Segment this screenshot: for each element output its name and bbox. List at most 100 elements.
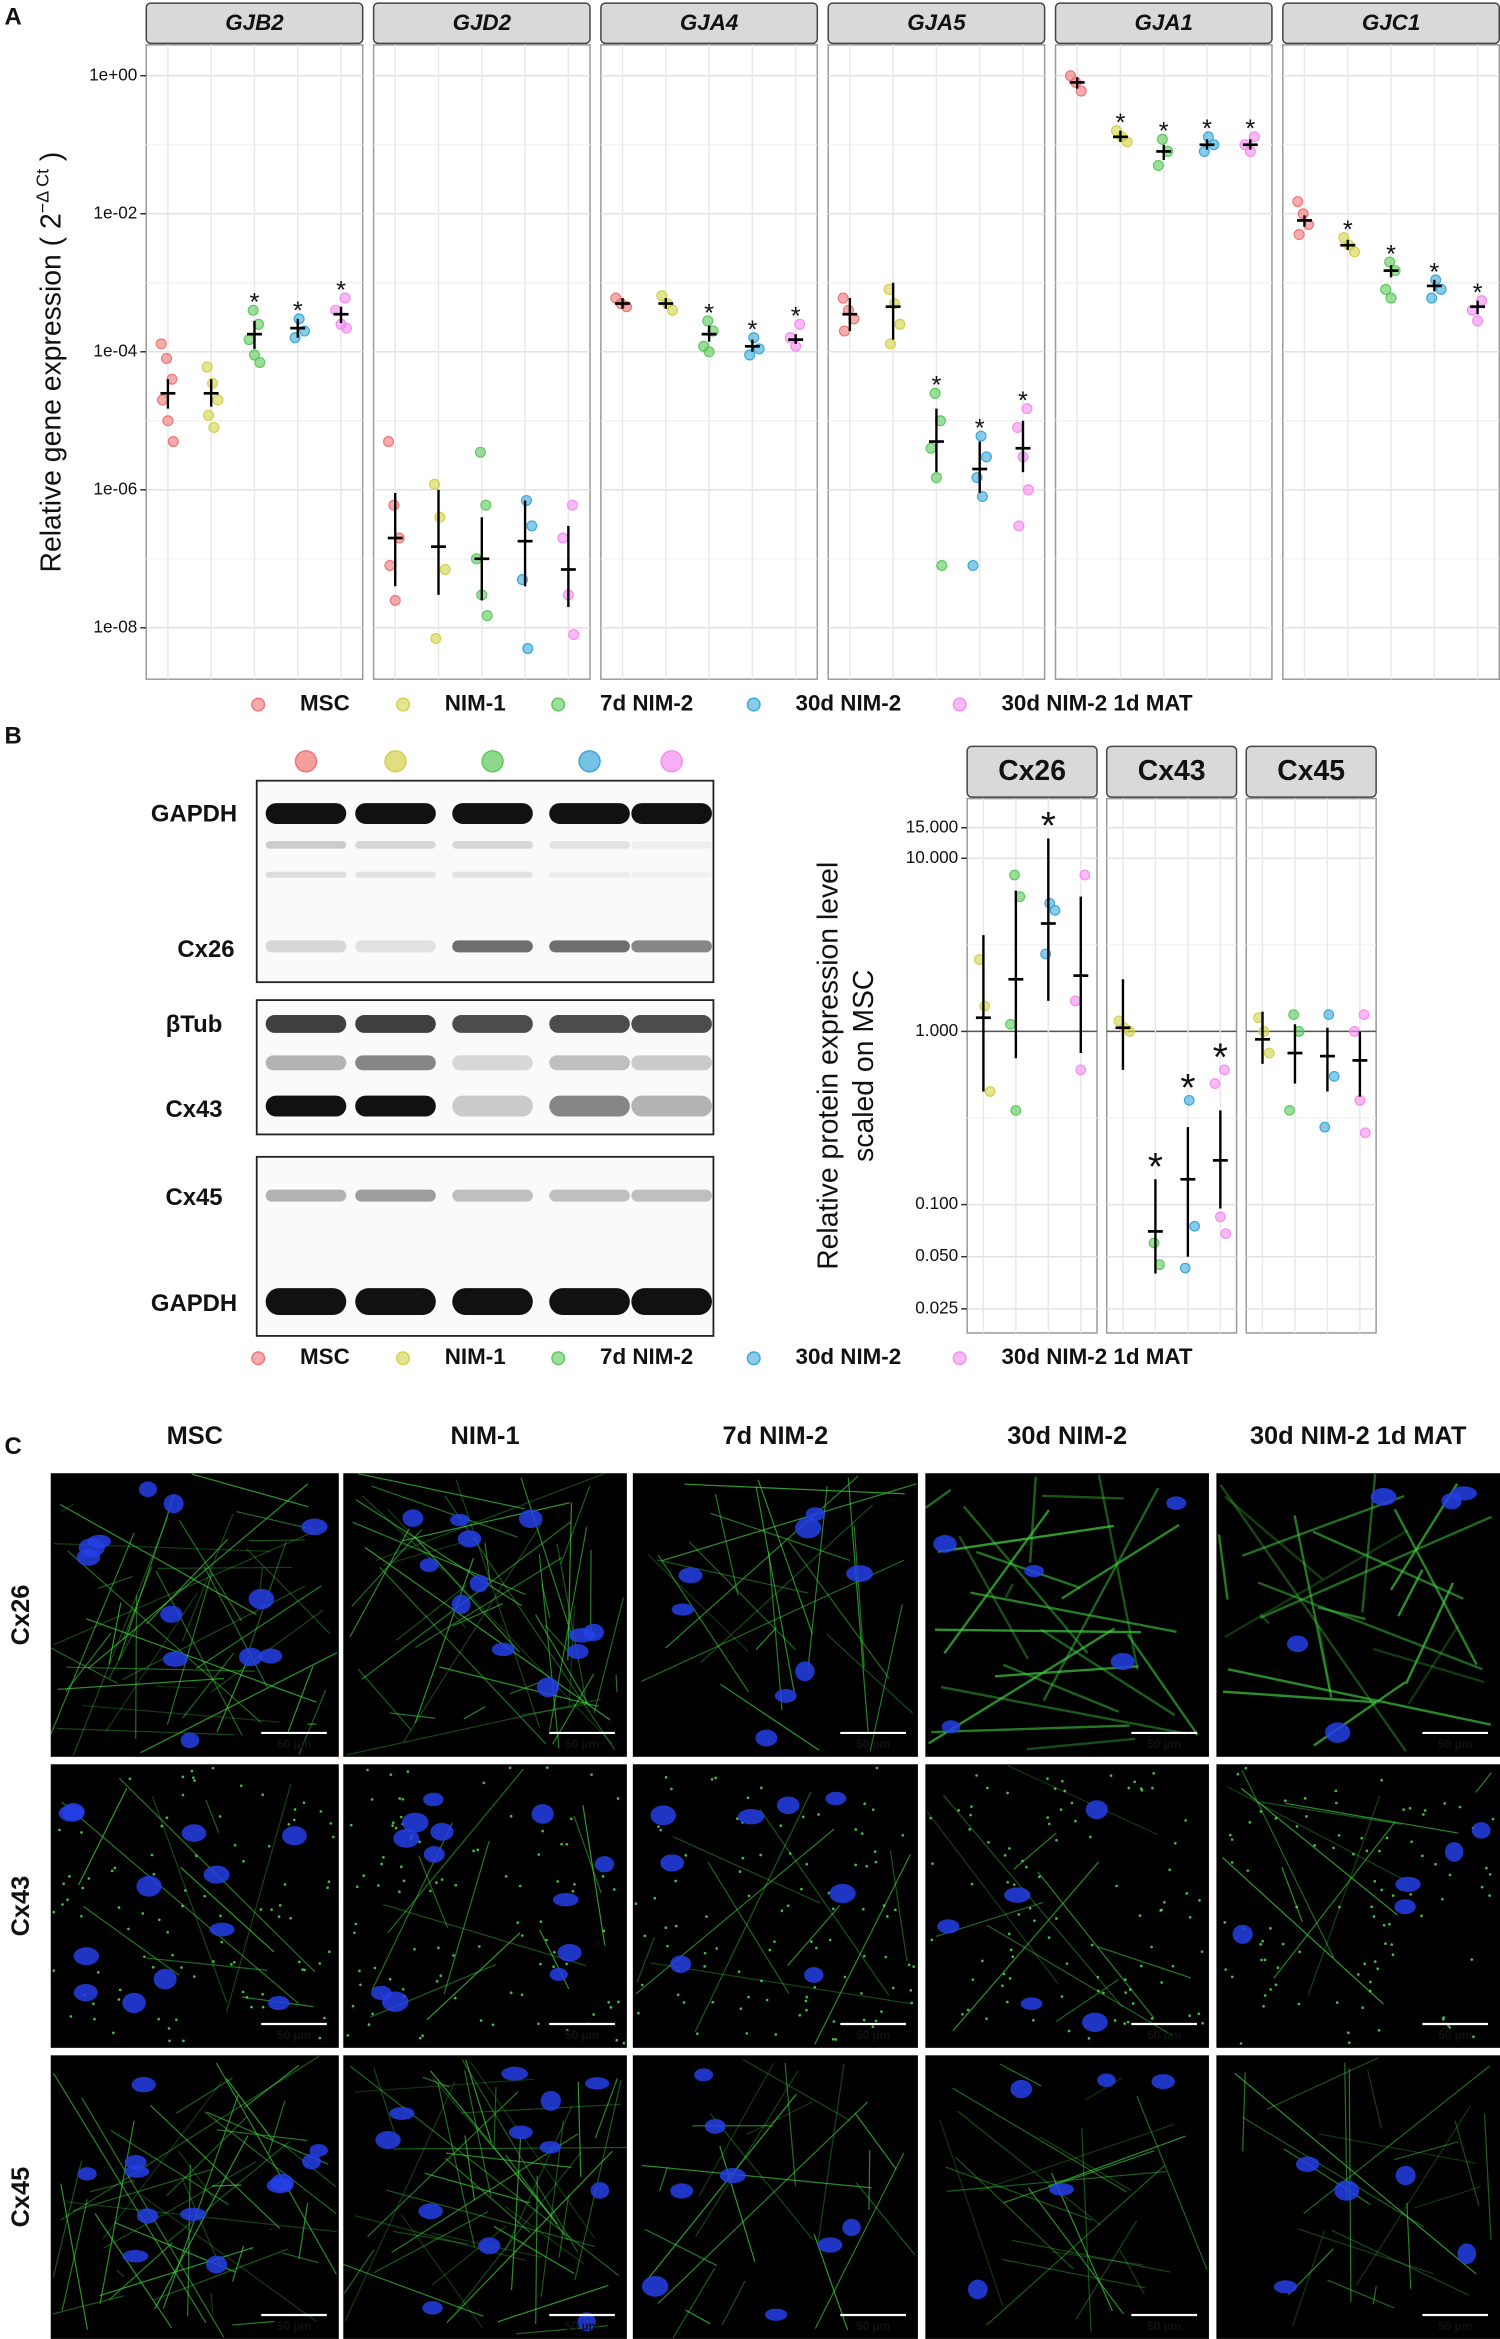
puncta	[479, 2019, 483, 2022]
significance: *	[1245, 115, 1255, 143]
fiber	[1454, 2120, 1480, 2206]
data-point	[1348, 246, 1361, 258]
legend-label: NIM-1	[445, 690, 506, 715]
data-point	[837, 292, 849, 304]
y-axis-label: scaled on MSC	[848, 970, 880, 1162]
nucleus	[375, 2131, 401, 2150]
blot-band	[355, 1095, 436, 1117]
significance: *	[1180, 1067, 1195, 1110]
fiber	[657, 2101, 869, 2304]
significance: *	[1473, 279, 1483, 307]
fiber	[1259, 1801, 1402, 1825]
puncta	[180, 1966, 183, 1969]
puncta	[1007, 1932, 1011, 1936]
fiber	[945, 2166, 1093, 2221]
nucleus	[402, 1509, 424, 1527]
lane-marker	[481, 750, 504, 773]
data-point	[1292, 196, 1304, 208]
fiber	[1042, 1487, 1160, 1702]
puncta	[1087, 2037, 1091, 2040]
nucleus	[122, 2249, 149, 2263]
puncta	[242, 1859, 245, 1863]
fiber	[574, 2079, 622, 2281]
fiber	[854, 2112, 897, 2170]
fiber	[431, 2225, 507, 2286]
nucleus	[180, 2207, 206, 2221]
puncta	[1274, 1983, 1278, 1987]
puncta	[901, 1833, 905, 1837]
blot-band	[265, 1189, 347, 1202]
blot-band	[549, 1095, 630, 1117]
facet-title: Cx45	[1277, 755, 1345, 787]
fiber	[647, 1554, 749, 1652]
y-tick-label: 0.100	[915, 1193, 958, 1213]
data-point	[1049, 905, 1061, 916]
fiber	[939, 2119, 1004, 2307]
puncta	[183, 1889, 187, 1892]
data-point	[1338, 232, 1350, 244]
puncta	[860, 1832, 864, 1835]
puncta	[765, 1998, 769, 2002]
fiber	[65, 1632, 112, 1692]
nucleus	[430, 1822, 454, 1841]
nucleus	[842, 2218, 861, 2237]
puncta	[1409, 1892, 1413, 1896]
data-point	[248, 349, 260, 361]
puncta	[1488, 1894, 1491, 1897]
fiber	[757, 1479, 814, 1635]
puncta	[640, 1983, 644, 1987]
fiber	[373, 2211, 489, 2274]
data-point	[434, 511, 446, 523]
micrograph: 50 µm	[1216, 1764, 1500, 2048]
blot-band	[355, 1189, 436, 1202]
puncta	[382, 1856, 385, 1859]
fiber	[521, 1703, 589, 1716]
legend-label: 7d NIM-2	[600, 690, 693, 715]
nucleus	[381, 1991, 409, 2012]
nucleus	[309, 2144, 328, 2157]
puncta	[482, 1781, 486, 1785]
puncta	[66, 1898, 69, 1902]
fiber	[99, 2120, 135, 2304]
fiber	[53, 1527, 324, 1646]
puncta	[1230, 1975, 1234, 1979]
fiber	[175, 2077, 233, 2114]
puncta	[418, 2036, 422, 2040]
puncta	[788, 1852, 792, 1855]
puncta	[617, 2000, 620, 2004]
puncta	[810, 1940, 813, 1943]
puncta	[52, 1969, 56, 1972]
puncta	[714, 1776, 718, 1780]
puncta	[160, 1824, 164, 1828]
nucleus	[519, 1509, 543, 1529]
nucleus	[180, 1732, 200, 1749]
fiber	[379, 1566, 547, 1745]
fiber	[371, 1485, 518, 1538]
puncta	[96, 1971, 100, 1974]
blot-band	[549, 1055, 630, 1071]
nucleus	[501, 2066, 528, 2081]
puncta	[292, 1818, 296, 1822]
puncta	[1102, 1991, 1105, 1995]
micrograph-background	[1216, 1764, 1500, 2048]
puncta	[664, 1926, 668, 1930]
fiber	[1413, 2186, 1481, 2209]
data-point	[428, 478, 441, 490]
fiber	[1052, 2251, 1144, 2266]
puncta	[1363, 1962, 1367, 1966]
data-point	[1248, 131, 1260, 143]
puncta	[331, 1835, 335, 1839]
puncta	[711, 2000, 715, 2004]
nucleus	[549, 1967, 568, 1981]
y-tick-label: 0.025	[915, 1297, 958, 1317]
data-point	[1075, 85, 1087, 97]
puncta	[367, 2023, 371, 2026]
puncta	[259, 1908, 263, 1911]
column-label: MSC	[167, 1422, 223, 1450]
puncta	[741, 1856, 745, 1860]
puncta	[863, 1954, 866, 1958]
y-tick-label: 1e-02	[93, 202, 137, 222]
fiber	[375, 1473, 605, 1562]
fiber	[644, 2228, 718, 2267]
fiber	[1042, 1494, 1124, 1500]
